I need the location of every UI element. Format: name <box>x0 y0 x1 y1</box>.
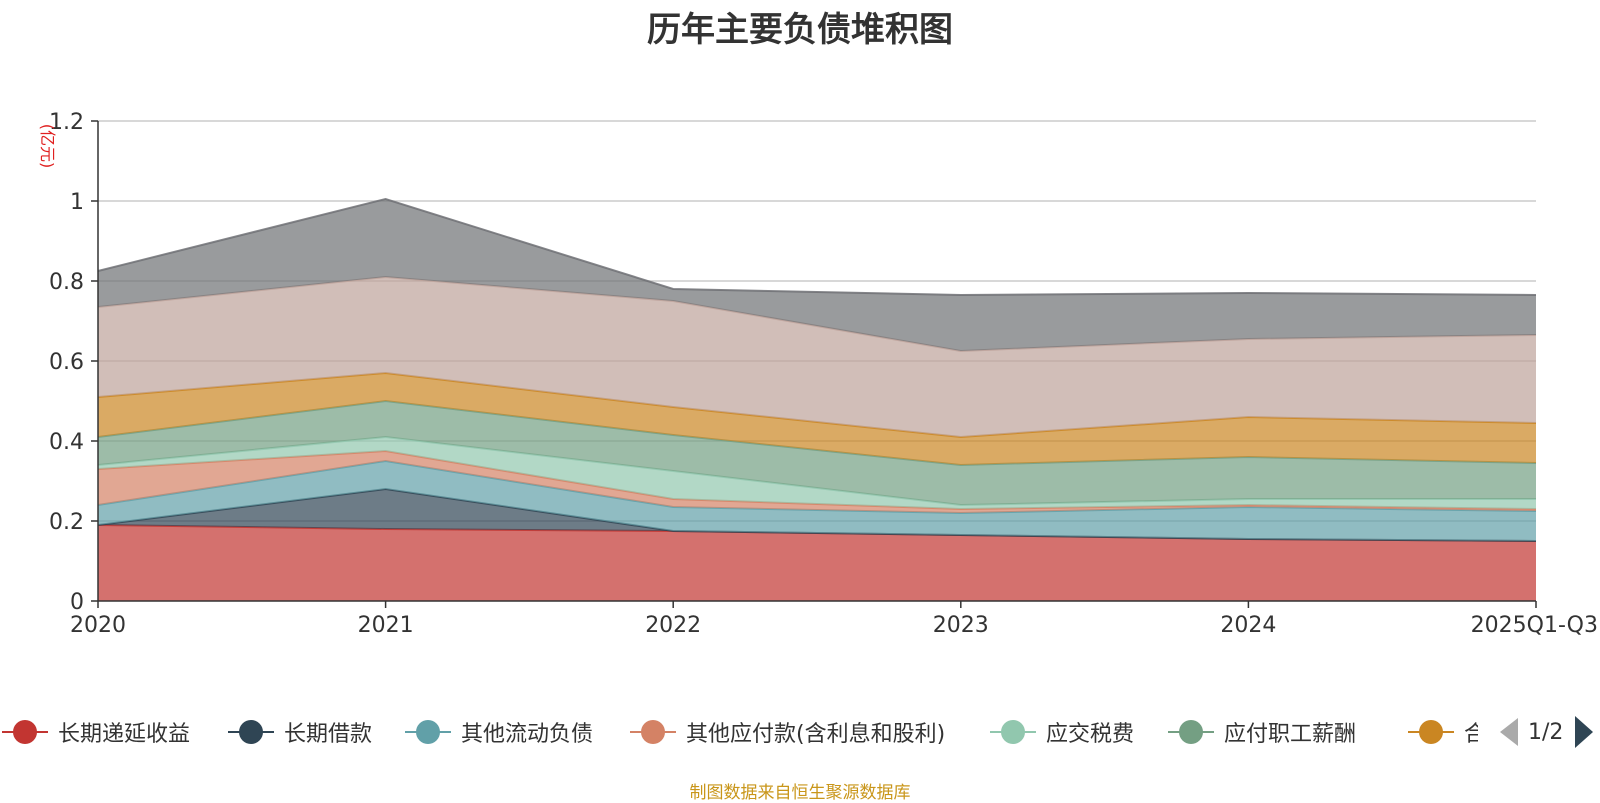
pager-prev-icon[interactable] <box>1500 718 1518 746</box>
area-series-应付账款[interactable] <box>98 277 1536 437</box>
legend: 长期递延收益 长期借款 其他流动负债 其他应付款(含利息和股利) 应交税费 应付职工薪酬 合… <box>0 712 1600 752</box>
chart-title: 历年主要负债堆积图 <box>647 10 953 50</box>
legend-item[interactable]: 应交税费 <box>988 712 1134 752</box>
y-tick-label: 0 <box>70 590 84 615</box>
y-tick-label: 0.8 <box>49 270 84 295</box>
legend-item[interactable]: 长期借款 <box>226 712 372 752</box>
y-tick-label: 1.2 <box>49 110 84 135</box>
legend-label: 其他应付款(含利息和股利) <box>686 722 946 747</box>
area-series-长期递延收益[interactable] <box>98 525 1536 601</box>
source-note: 制图数据来自恒生聚源数据库 <box>689 783 911 803</box>
area-series-应交税费[interactable] <box>98 437 1536 509</box>
legend-item[interactable]: 长期递延收益 <box>0 712 190 752</box>
x-tick-label: 2020 <box>70 613 126 638</box>
legend-marker-icon <box>1166 712 1216 752</box>
y-tick-label: 0.4 <box>49 430 84 455</box>
y-tick-label: 1 <box>70 190 84 215</box>
legend-label: 应交税费 <box>1046 722 1135 747</box>
area-series-合同负债[interactable] <box>98 373 1536 465</box>
y-axis-label: (亿元) <box>38 124 57 169</box>
x-tick-label: 2024 <box>1220 613 1276 638</box>
legend-label: 其他流动负债 <box>461 722 594 747</box>
x-tick-label: 2023 <box>933 613 989 638</box>
axes: 0 0.2 0.4 0.6 0.8 1 1.2 2020 2021 2022 2023 2024 202… <box>38 110 1598 638</box>
legend-pager: 1/2 <box>1500 712 1594 752</box>
area-series <box>97 197 1537 601</box>
legend-label: 长期借款 <box>284 722 373 747</box>
legend-marker-icon <box>226 712 276 752</box>
x-tick-label: 2025Q1-Q3 <box>1471 613 1598 638</box>
legend-label: 长期递延收益 <box>58 722 191 747</box>
y-tick-label: 0.6 <box>49 350 84 375</box>
area-series-短期借款[interactable] <box>98 199 1536 351</box>
pager-next-icon[interactable] <box>1575 716 1594 748</box>
area-series-应付职工薪酬[interactable] <box>98 401 1536 505</box>
legend-marker-icon <box>628 712 678 752</box>
series-line-短期借款 <box>97 197 1537 297</box>
legend-marker-icon <box>1406 712 1456 752</box>
legend-marker-icon <box>0 712 50 752</box>
legend-items: 长期递延收益 长期借款 其他流动负债 其他应付款(含利息和股利) 应交税费 应付职工薪酬 合… <box>0 712 1478 752</box>
legend-label: 应付职工薪酬 <box>1224 722 1357 747</box>
legend-item[interactable]: 应付职工薪酬 <box>1166 712 1356 752</box>
area-series-其他流动负债[interactable] <box>98 461 1536 541</box>
legend-item[interactable]: 其他应付款(含利息和股利) <box>628 712 945 752</box>
legend-marker-icon <box>403 712 453 752</box>
x-tick-label: 2021 <box>358 613 414 638</box>
area-series-长期借款[interactable] <box>98 489 1536 541</box>
legend-label: 合同负债 <box>1464 722 1478 747</box>
legend-item[interactable]: 合同负债 <box>1406 712 1478 752</box>
area-series-其他应付款(含利息和股利)[interactable] <box>98 451 1536 513</box>
legend-marker-icon <box>988 712 1038 752</box>
legend-item[interactable]: 其他流动负债 <box>403 712 593 752</box>
y-tick-label: 0.2 <box>49 510 84 535</box>
chart-plot: 0 0.2 0.4 0.6 0.8 1 1.2 2020 2021 2022 2023 2024 202… <box>38 110 1598 638</box>
x-tick-label: 2022 <box>645 613 701 638</box>
pager-page-text: 1/2 <box>1528 719 1564 745</box>
